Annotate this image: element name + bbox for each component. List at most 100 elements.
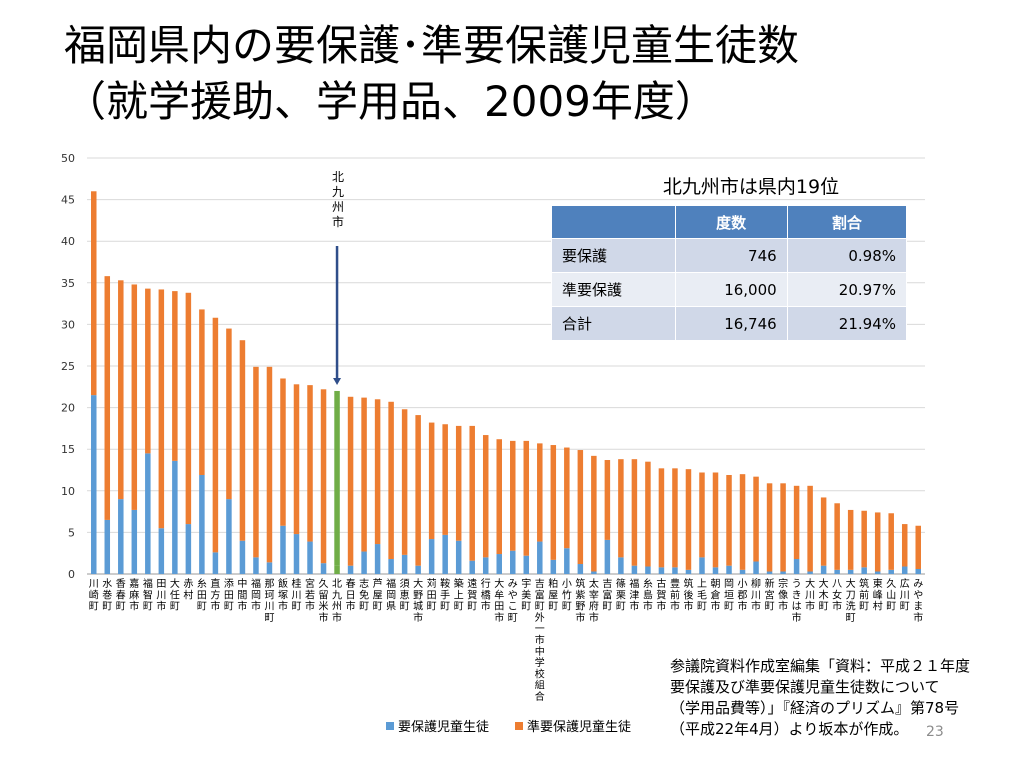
- bar-segment-junyoho: [874, 512, 881, 572]
- x-tick-char: 市: [792, 611, 802, 624]
- bar-segment-junyoho: [685, 469, 692, 570]
- x-tick-char: 福: [629, 577, 639, 590]
- bar-segment-yoho: [118, 499, 124, 574]
- legend-label-junyoho: 準要保護児童生徒: [527, 720, 632, 735]
- bar-segment-yoho: [577, 564, 584, 574]
- x-tick-char: 富: [535, 588, 545, 601]
- x-tick-char: 市: [210, 600, 220, 613]
- bar-segment-junyoho: [780, 483, 786, 572]
- x-tick-char: 間: [237, 589, 247, 601]
- x-tick-char: 日: [346, 590, 356, 601]
- bar-segment-junyoho: [591, 455, 597, 572]
- x-tick-char: 市: [711, 600, 721, 613]
- x-tick-char: 町: [400, 602, 410, 613]
- bar-segment-yoho: [874, 571, 881, 574]
- x-tick-char: 大: [846, 577, 856, 590]
- x-tick-char: 宇: [521, 577, 531, 590]
- x-tick-char: 久: [319, 578, 329, 590]
- x-tick-char: 川: [264, 602, 274, 613]
- x-tick-char: 栗: [616, 589, 626, 601]
- bar-segment-junyoho: [901, 524, 908, 567]
- x-tick-char: 粕: [548, 577, 558, 590]
- x-tick-char: 町: [292, 602, 302, 613]
- bar-segment-yoho: [401, 554, 408, 574]
- x-tick-char: 岡: [724, 578, 734, 590]
- bar-segment-yoho: [347, 565, 354, 574]
- bar-segment-junyoho: [199, 309, 205, 475]
- bar-segment-yoho: [145, 453, 151, 574]
- bar-segment-junyoho: [537, 443, 543, 542]
- kitakyushu-caption: 北九州市は県内19位: [662, 176, 840, 198]
- bar-segment-junyoho: [428, 422, 435, 540]
- y-tick-label: 20: [61, 402, 75, 415]
- x-tick-char: き: [792, 589, 802, 601]
- x-tick-char: 八: [832, 579, 842, 590]
- x-tick-char: 町: [724, 602, 734, 613]
- bar-segment-yoho: [604, 539, 611, 574]
- x-tick-char: 上: [697, 578, 707, 590]
- x-tick-char: 田: [494, 602, 504, 613]
- bar-segment-yoho: [388, 559, 394, 574]
- bar-segment-junyoho: [631, 459, 638, 566]
- x-tick-char: 智: [143, 588, 153, 601]
- bar-segment-junyoho: [374, 399, 381, 545]
- y-tick-label: 10: [61, 485, 75, 498]
- x-tick-char: 中: [237, 577, 247, 590]
- x-tick-char: 久: [886, 578, 896, 590]
- bar-segment-junyoho: [847, 509, 854, 570]
- x-tick-char: 紫: [575, 589, 585, 601]
- bar-segment-yoho: [374, 544, 381, 574]
- x-tick-char: 米: [319, 600, 329, 613]
- bar-segment-junyoho: [280, 378, 286, 526]
- legend-item-yoho: 要保護児童生徒: [386, 716, 489, 735]
- x-tick-char: 大: [805, 577, 815, 590]
- bar-segment-junyoho: [766, 483, 773, 572]
- bar-segment-yoho: [172, 460, 178, 574]
- x-tick-char: 川: [900, 590, 910, 601]
- x-tick-char: 柳: [751, 577, 761, 590]
- x-tick-char: 市: [156, 600, 166, 613]
- x-tick-char: 市: [589, 611, 599, 624]
- kitakyushu-summary: 北九州市は県内19位 度数 割合 要保護 746 0.98% 準要保護 16,0…: [551, 172, 908, 341]
- x-tick-char: 外: [535, 612, 545, 624]
- bar-segment-junyoho: [915, 525, 921, 570]
- x-tick-char: 市: [832, 600, 842, 613]
- x-tick-char: 村: [873, 600, 883, 613]
- x-tick-char: 岡: [251, 589, 261, 601]
- bar-segment-yoho: [847, 569, 854, 574]
- bar-segment-yoho: [293, 534, 300, 574]
- annotation-arrow-head: [333, 377, 342, 385]
- bar-segment-yoho: [631, 565, 638, 574]
- x-tick-char: 市: [656, 600, 666, 613]
- y-tick-label: 45: [61, 194, 75, 207]
- x-tick-char: 校: [535, 667, 545, 680]
- bar-segment-junyoho: [334, 390, 340, 566]
- bar-segment-yoho: [428, 539, 435, 574]
- bar-segment-yoho: [861, 567, 867, 574]
- x-tick-char: 町: [562, 602, 572, 613]
- bar-segment-yoho: [807, 571, 813, 574]
- x-tick-char: 留: [319, 588, 329, 601]
- bar-segment-yoho: [915, 569, 921, 574]
- x-tick-char: 朝: [711, 578, 721, 590]
- x-tick-char: 市: [629, 600, 639, 613]
- bar-segment-junyoho: [645, 461, 651, 567]
- bar-segment-yoho: [523, 555, 530, 574]
- bar-segment-yoho: [793, 559, 800, 574]
- x-tick-char: 川: [156, 590, 166, 601]
- bar-segment-yoho: [280, 525, 286, 574]
- x-tick-char: 築: [454, 577, 464, 590]
- bar-segment-junyoho: [672, 468, 678, 568]
- x-tick-char: 宮: [765, 588, 775, 601]
- x-tick-char: 福: [143, 577, 153, 590]
- x-tick-char: 若: [305, 588, 315, 601]
- x-tick-char: 筑: [575, 577, 585, 590]
- bar-segment-junyoho: [577, 450, 584, 565]
- x-tick-char: 岡: [386, 589, 396, 601]
- x-tick-char: 市: [251, 600, 261, 613]
- bar-segment-junyoho: [320, 389, 327, 564]
- x-tick-char: 野: [413, 589, 423, 601]
- bar-segment-junyoho: [104, 276, 111, 520]
- x-tick-char: 町: [467, 602, 477, 613]
- x-tick-char: 富: [602, 588, 612, 601]
